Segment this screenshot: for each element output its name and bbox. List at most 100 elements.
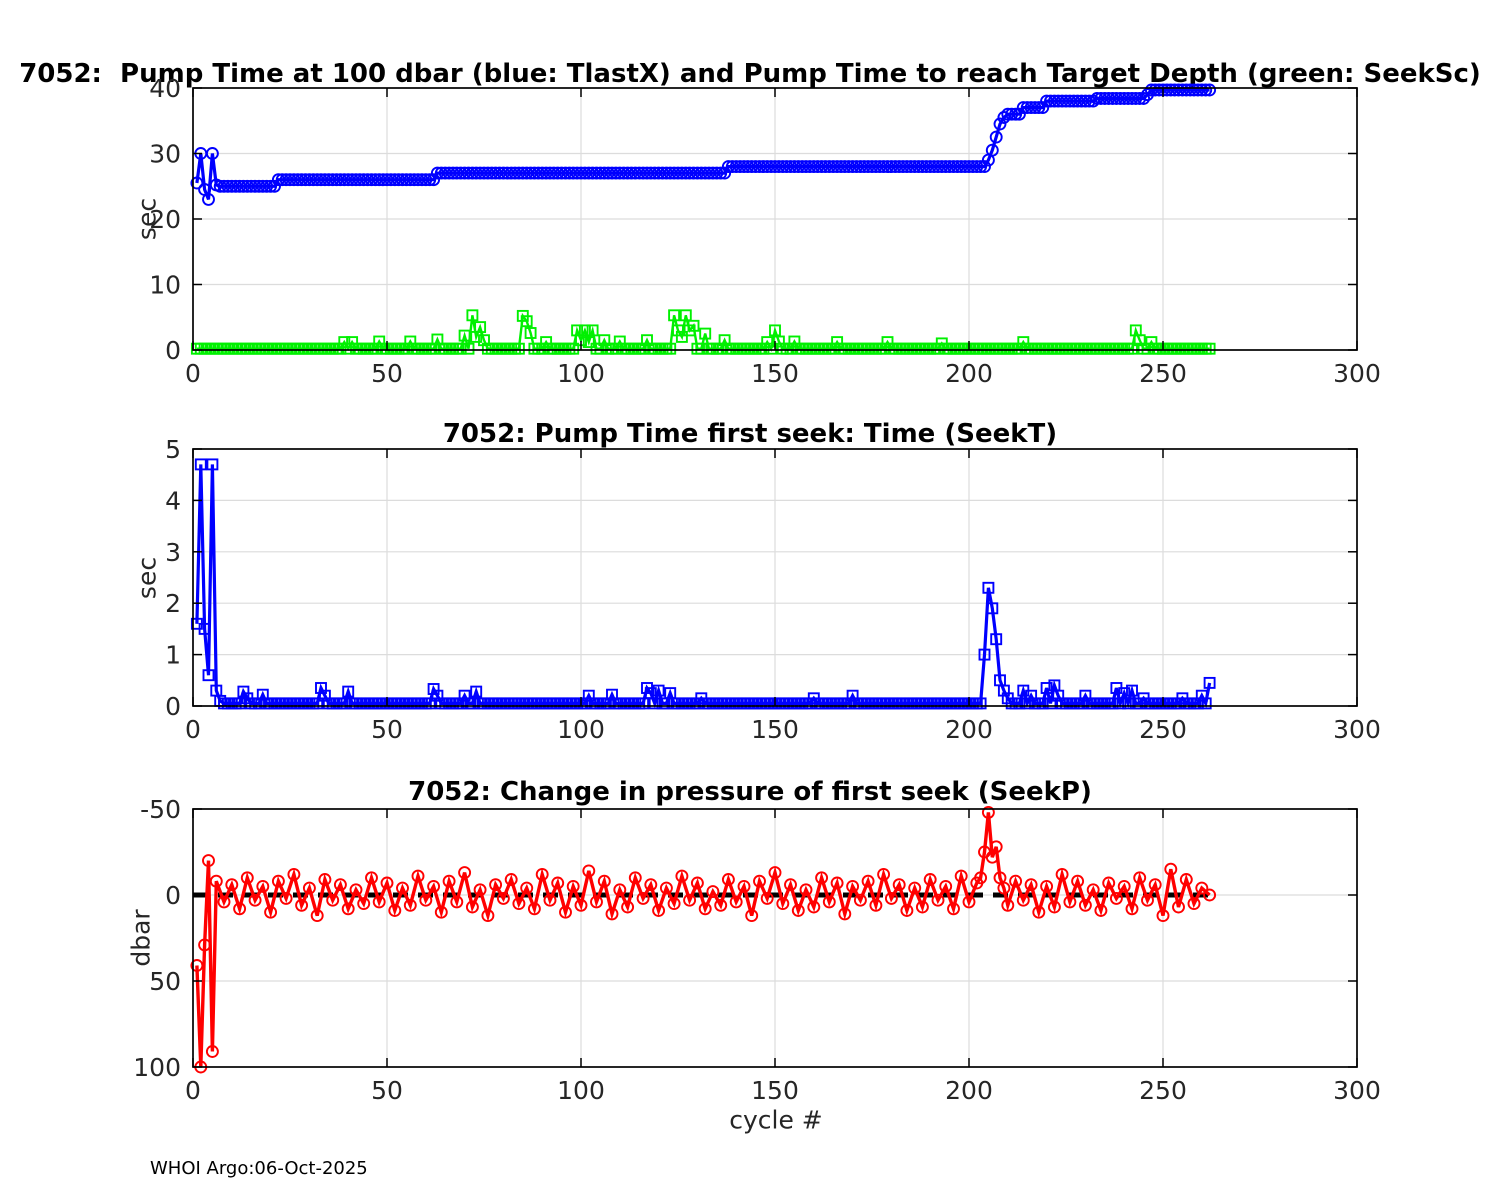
marker-SeekT [1036, 697, 1049, 710]
x-tick-label: 100 [557, 1076, 605, 1105]
marker-SeekP [597, 874, 611, 888]
marker-SeekP [644, 878, 658, 892]
marker-SeekP [923, 873, 937, 886]
marker-SeekSc [1203, 342, 1216, 355]
y-tick-label: 2 [165, 589, 181, 618]
marker-SeekSc [1145, 336, 1158, 349]
marker-SeekP [776, 897, 790, 911]
marker-SeekSc [877, 342, 890, 355]
marker-SeekP [380, 876, 394, 890]
marker-SeekP [1063, 895, 1077, 909]
marker-SeekSc [687, 319, 700, 332]
top-chart: 0 50 100 150 200 250 300 0 10 20 30 40 [149, 74, 1381, 388]
marker-SeekP [1133, 871, 1147, 885]
marker-SeekP [861, 874, 875, 888]
x-tick-label: 0 [185, 1076, 201, 1105]
marker-SeekP [621, 900, 635, 914]
x-axis-label: cycle # [729, 1105, 823, 1135]
marker-SeekP [1032, 905, 1046, 919]
marker-SeekP [900, 904, 914, 917]
y-tick-label: 1 [165, 641, 181, 670]
marker-TlastX [190, 176, 204, 190]
marker-SeekP [931, 893, 945, 907]
marker-SeekSc [458, 329, 471, 342]
marker-SeekSc [346, 336, 359, 349]
marker-SeekSc [788, 335, 801, 348]
marker-SeekP [675, 869, 689, 883]
marker-SeekT [237, 685, 250, 698]
y-tick-label: 40 [149, 74, 181, 103]
marker-SeekP [1024, 878, 1038, 892]
marker-SeekP [365, 871, 378, 885]
x-tick-label: 50 [371, 1076, 403, 1105]
marker-SeekP [1195, 881, 1209, 895]
marker-SeekP [1125, 902, 1139, 916]
marker-SeekP [737, 879, 751, 893]
marker-SeekP [489, 878, 503, 892]
marker-SeekT [427, 683, 440, 695]
marker-TlastX [260, 179, 274, 193]
marker-TlastX [1129, 92, 1143, 105]
marker-SeekSc [536, 342, 549, 355]
x-tick-label: 300 [1333, 715, 1381, 744]
x-tick-label: 200 [945, 1076, 993, 1105]
marker-SeekSc [714, 342, 727, 355]
marker-SeekSc [540, 336, 553, 349]
marker-SeekT [470, 685, 483, 698]
marker-TlastX [264, 179, 278, 193]
marker-SeekP [559, 905, 572, 919]
marker-SeekSc [699, 327, 712, 340]
marker-SeekP [791, 904, 805, 917]
x-tick-label: 150 [751, 1076, 799, 1105]
x-tick-label: 150 [751, 359, 799, 388]
marker-SeekP [714, 898, 728, 912]
middle-chart-title: 7052: Pump Time first seek: Time (SeekT) [442, 419, 1058, 449]
marker-SeekSc [369, 342, 382, 355]
marker-TlastX [202, 192, 215, 206]
marker-SeekT [466, 697, 479, 710]
x-tick-label: 100 [557, 715, 605, 744]
marker-SeekP [989, 840, 1003, 854]
marker-SeekSc [637, 342, 650, 355]
marker-SeekSc [578, 324, 591, 337]
y-tick-label: 100 [133, 1053, 181, 1082]
marker-TlastX [1036, 101, 1050, 115]
marker-SeekP [667, 897, 681, 911]
marker-SeekP [753, 874, 766, 888]
marker-TlastX [1137, 92, 1151, 105]
marker-SeekP [1040, 879, 1054, 893]
marker-SeekP [830, 876, 844, 890]
x-tick-label: 300 [1333, 359, 1381, 388]
marker-SeekT [423, 697, 436, 710]
marker-SeekP [427, 879, 441, 893]
marker-SeekT [1199, 697, 1212, 710]
marker-SeekSc [761, 336, 774, 349]
marker-SeekP [1172, 900, 1185, 914]
x-tick-label: 50 [371, 359, 403, 388]
marker-SeekP [1179, 873, 1193, 886]
marker-SeekP [341, 902, 355, 916]
marker-SeekP [473, 883, 487, 897]
marker-SeekP [566, 879, 580, 893]
marker-SeekT [997, 684, 1010, 697]
y-tick-label: 0 [165, 336, 181, 365]
marker-SeekSc [718, 334, 731, 347]
y-tick-label: 30 [149, 140, 181, 169]
marker-SeekP [302, 881, 316, 895]
marker-SeekP [721, 873, 735, 886]
marker-SeekP [496, 891, 510, 905]
marker-SeekT [256, 688, 269, 701]
marker-SeekP [846, 879, 860, 893]
marker-SeekP [605, 907, 619, 921]
marker-SeekT [1040, 682, 1053, 694]
marker-SeekSc [609, 342, 622, 355]
marker-SeekT [1052, 689, 1065, 702]
marker-SeekSc [1133, 334, 1146, 347]
marker-SeekT [342, 685, 355, 698]
marker-SeekT [315, 682, 327, 694]
marker-SeekP [908, 881, 922, 895]
marker-SeekSc [520, 315, 533, 328]
series-line-SeekP [195, 812, 1211, 1068]
x-tick-label: 250 [1139, 1076, 1187, 1105]
marker-SeekP [1148, 878, 1162, 892]
